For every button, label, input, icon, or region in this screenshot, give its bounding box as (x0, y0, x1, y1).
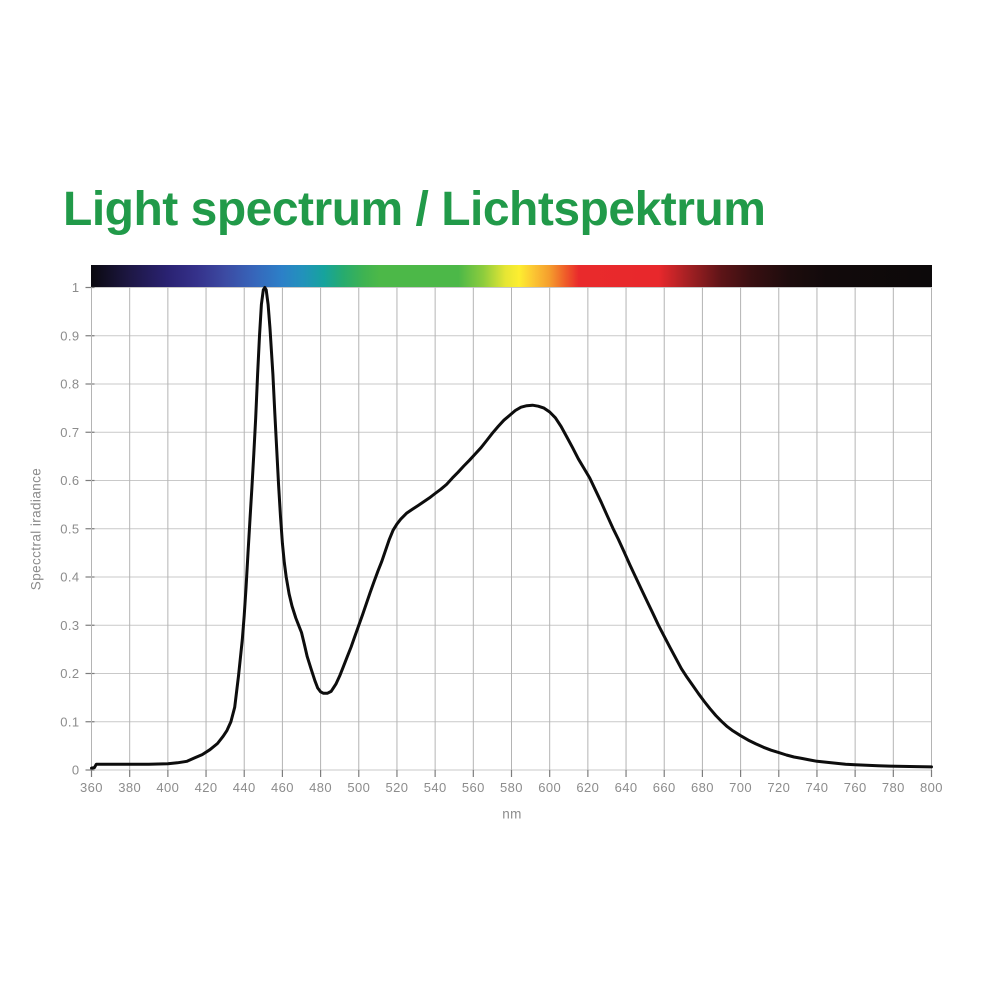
x-tick-label: 400 (156, 780, 179, 795)
x-tick-label: 500 (347, 780, 370, 795)
x-tick-label: 580 (500, 780, 523, 795)
x-tick-label: 680 (691, 780, 714, 795)
y-tick-label: 0.9 (60, 328, 79, 343)
x-axis-label: nm (502, 806, 522, 822)
y-tick-label: 0.8 (60, 377, 79, 392)
x-tick-label: 640 (615, 780, 638, 795)
y-tick-label: 0.3 (60, 618, 79, 633)
x-tick-label: 620 (576, 780, 599, 795)
x-tick-label: 740 (806, 780, 829, 795)
x-tick-label: 660 (653, 780, 676, 795)
x-tick-label: 760 (844, 780, 867, 795)
x-tick-label: 380 (118, 780, 141, 795)
x-tick-label: 560 (462, 780, 485, 795)
x-tick-label: 600 (538, 780, 561, 795)
x-tick-label: 520 (386, 780, 409, 795)
x-tick-label: 800 (920, 780, 943, 795)
x-tick-label: 780 (882, 780, 905, 795)
x-tick-label: 720 (767, 780, 790, 795)
y-tick-label: 0 (72, 763, 80, 778)
x-tick-label: 540 (424, 780, 447, 795)
visible-light-spectrum-bar (91, 265, 932, 287)
x-tick-label: 440 (233, 780, 256, 795)
x-tick-label: 460 (271, 780, 294, 795)
y-tick-label: 0.7 (60, 425, 79, 440)
y-tick-label: 1 (72, 280, 80, 295)
chart-title: Light spectrum / Lichtspektrum (63, 183, 766, 236)
y-tick-label: 0.5 (60, 521, 79, 536)
x-tick-label: 480 (309, 780, 332, 795)
x-tick-label: 420 (195, 780, 218, 795)
y-tick-label: 0.6 (60, 473, 79, 488)
y-axis-label: Specctral iradiance (28, 467, 44, 591)
y-tick-label: 0.1 (60, 714, 79, 729)
spectrum-curve (90, 286, 933, 770)
x-tick-label: 700 (729, 780, 752, 795)
y-tick-label: 0.4 (60, 570, 79, 585)
y-tick-label: 0.2 (60, 666, 79, 681)
x-tick-label: 360 (80, 780, 103, 795)
